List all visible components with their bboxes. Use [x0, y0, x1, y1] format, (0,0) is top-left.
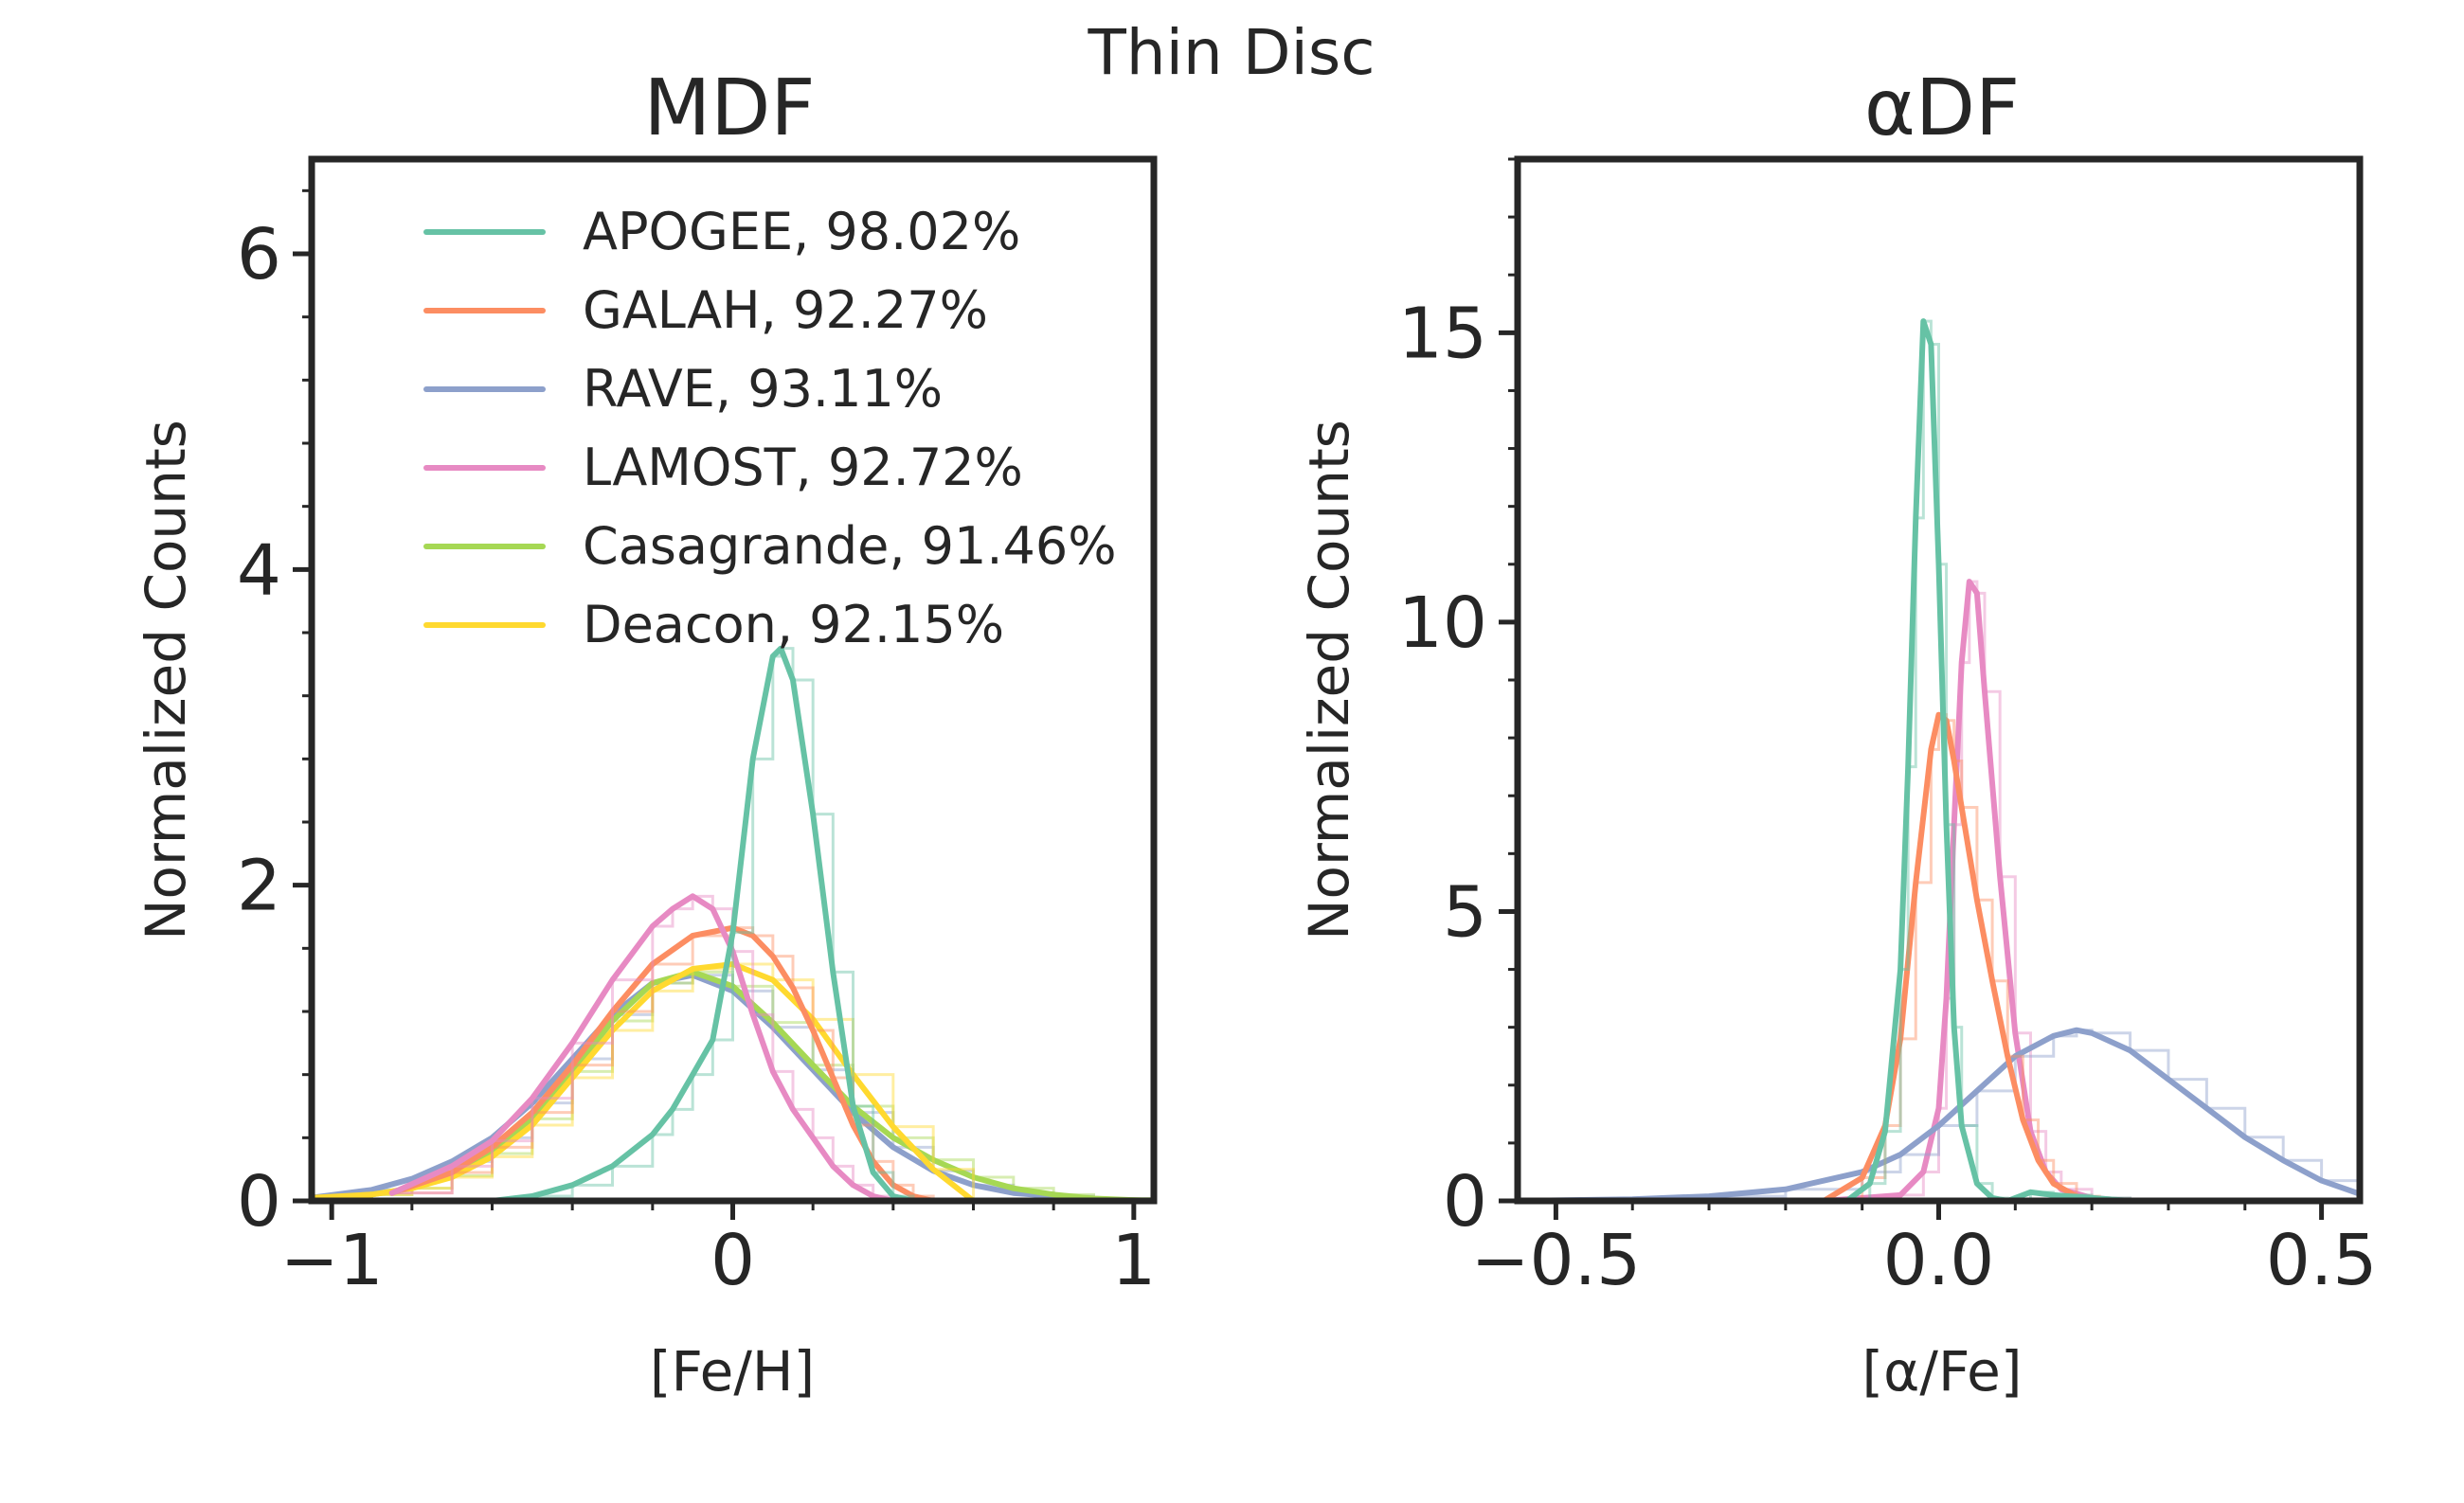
adf-xlabel: [α/Fe] — [1862, 1339, 2023, 1404]
mdf-line-rave — [312, 972, 1154, 1201]
adf-ticks: −0.5 0.0 0.5 0 5 10 15 — [1398, 157, 2378, 1301]
mdf-x-tick-label: 0 — [710, 1220, 755, 1301]
adf-x-tick-label: −0.5 — [1471, 1220, 1642, 1301]
mdf-xlabel: [Fe/H] — [650, 1339, 815, 1404]
figure-suptitle: Thin Disc — [1087, 16, 1375, 89]
mdf-plot-area — [312, 645, 1154, 1201]
adf-ylabel: Normalized Counts — [1297, 420, 1361, 940]
mdf-line-apogee — [489, 645, 916, 1201]
adf-y-tick-label: 15 — [1398, 293, 1487, 374]
mdf-line-lamost — [388, 893, 896, 1201]
mdf-title: MDF — [643, 63, 815, 153]
adf-y-tick-label: 5 — [1443, 871, 1487, 953]
legend-label-casagrande: Casagrande, 91.46% — [583, 516, 1117, 576]
mdf-y-tick-label: 2 — [237, 846, 281, 927]
legend-label-galah: GALAH, 92.27% — [583, 280, 988, 340]
mdf-frame — [308, 155, 1158, 1205]
mdf-legend: APOGEE, 98.02% GALAH, 92.27% RAVE, 93.11% L… — [423, 202, 1117, 654]
mdf-line-deacon — [312, 961, 977, 1201]
legend-label-deacon: Deacon, 92.15% — [583, 595, 1004, 654]
adf-title: αDF — [1864, 63, 2020, 153]
adf-hist-galah — [1824, 713, 2101, 1201]
mdf-ylabel: Normalized Counts — [134, 420, 198, 940]
legend-label-apogee: APOGEE, 98.02% — [583, 202, 1020, 261]
adf-y-tick-label: 0 — [1443, 1161, 1487, 1243]
adf-line-galah — [1821, 711, 2103, 1201]
mdf-y-tick-label: 4 — [237, 529, 281, 611]
adf-hist-lamost — [1518, 580, 2132, 1201]
legend-label-rave: RAVE, 93.11% — [583, 359, 943, 419]
mdf-y-tick-label: 0 — [237, 1161, 281, 1243]
adf-panel: αDF −0.5 0.0 0.5 0 5 10 15 [α/Fe] Normalized C… — [1297, 63, 2377, 1404]
adf-y-tick-label: 10 — [1398, 582, 1487, 664]
adf-frame — [1514, 155, 2364, 1205]
mdf-x-tick-label: 1 — [1111, 1220, 1156, 1301]
legend-label-lamost: LAMOST, 92.72% — [583, 438, 1023, 497]
adf-line-apogee — [1844, 318, 2133, 1201]
adf-plot-area — [1518, 318, 2360, 1201]
mdf-y-tick-label: 6 — [237, 214, 281, 295]
adf-x-tick-label: 0.5 — [2266, 1220, 2378, 1301]
adf-x-tick-label: 0.0 — [1883, 1220, 1995, 1301]
adf-line-lamost — [1518, 579, 2133, 1201]
adf-line-rave — [1518, 1027, 2360, 1201]
mdf-x-tick-label: −1 — [280, 1220, 384, 1301]
mdf-line-galah — [388, 924, 937, 1201]
